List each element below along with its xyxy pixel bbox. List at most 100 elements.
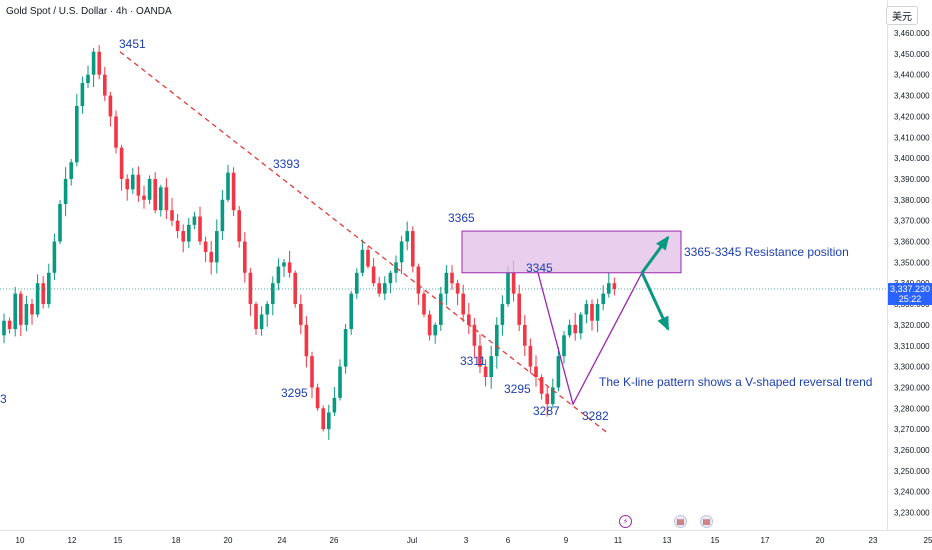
price-label: 3311 bbox=[460, 354, 486, 368]
candle-body bbox=[13, 293, 17, 330]
y-tick-label: 3,320.000 bbox=[894, 321, 930, 330]
candle-body bbox=[506, 272, 510, 305]
x-tick-label: 3 bbox=[464, 536, 469, 545]
candle-body bbox=[500, 304, 505, 325]
price-label: 3 bbox=[0, 392, 7, 406]
current-price-value: 3,337.230 bbox=[889, 284, 931, 294]
candle-body bbox=[203, 241, 208, 252]
candle-body bbox=[321, 408, 325, 430]
candle-body bbox=[147, 178, 152, 200]
candle-body bbox=[58, 203, 62, 242]
y-tick-label: 3,240.000 bbox=[894, 488, 930, 497]
candle-body bbox=[483, 366, 488, 378]
candle-body bbox=[209, 251, 213, 263]
candle-body bbox=[545, 393, 549, 405]
candle-body bbox=[108, 95, 113, 117]
candle-body bbox=[332, 397, 337, 413]
bearish-arrow-head bbox=[657, 315, 669, 331]
candle-body bbox=[573, 324, 577, 334]
candle-body bbox=[439, 293, 443, 325]
candle-body bbox=[265, 304, 269, 315]
candle-body bbox=[80, 83, 85, 106]
candle-body bbox=[343, 329, 348, 367]
candle-body bbox=[30, 304, 34, 315]
candle-body bbox=[366, 249, 370, 267]
candle-body bbox=[534, 366, 538, 378]
candle-body bbox=[243, 241, 247, 273]
candle-body bbox=[2, 320, 6, 336]
candle-body bbox=[601, 293, 605, 305]
candle-body bbox=[159, 187, 163, 211]
x-tick-label: 12 bbox=[68, 536, 77, 545]
candle-body bbox=[411, 231, 415, 267]
y-tick-label: 3,280.000 bbox=[894, 404, 930, 413]
candle-body bbox=[495, 324, 499, 357]
candle-body bbox=[444, 272, 449, 294]
candle-body bbox=[422, 293, 426, 315]
candle-body bbox=[595, 304, 600, 321]
bar-countdown: 25:22 bbox=[898, 294, 922, 304]
resistance-zone bbox=[461, 230, 682, 274]
candle-body bbox=[523, 324, 527, 346]
y-tick-label: 3,380.000 bbox=[894, 196, 930, 205]
y-tick-label: 3,310.000 bbox=[894, 342, 930, 351]
candle-body bbox=[399, 241, 404, 263]
price-label: 3287 bbox=[533, 404, 560, 418]
candle-body bbox=[136, 174, 141, 196]
v-pattern-line bbox=[537, 272, 643, 406]
candle-body bbox=[394, 262, 398, 273]
x-tick-label: 24 bbox=[278, 536, 287, 545]
y-tick-label: 3,440.000 bbox=[894, 71, 930, 80]
price-label: 3295 bbox=[281, 386, 308, 400]
candle-body bbox=[461, 293, 465, 315]
y-tick-label: 3,430.000 bbox=[894, 92, 930, 101]
us-flag-icon[interactable]: ▤ bbox=[674, 515, 687, 528]
candle-body bbox=[7, 320, 12, 330]
y-tick-label: 3,400.000 bbox=[894, 154, 930, 163]
resistance-label: 3365-3345 Resistance position bbox=[684, 245, 849, 259]
x-tick-label: 11 bbox=[614, 536, 623, 545]
candle-body bbox=[304, 324, 309, 357]
candle-body bbox=[416, 266, 421, 294]
price-label: 3345 bbox=[526, 261, 553, 275]
price-label: 3295 bbox=[504, 382, 531, 396]
candle-body bbox=[41, 283, 45, 305]
candle-body bbox=[282, 262, 286, 267]
candle-body bbox=[388, 272, 393, 284]
x-tick-label: 26 bbox=[330, 536, 339, 545]
candle-body bbox=[86, 74, 90, 84]
candle-body bbox=[567, 324, 572, 336]
candle-body bbox=[131, 174, 135, 190]
candle-body bbox=[198, 216, 202, 242]
y-tick-label: 3,350.000 bbox=[894, 258, 930, 267]
chart-title: Gold Spot / U.S. Dollar · 4h · OANDA bbox=[6, 6, 172, 17]
lightning-icon[interactable]: ⚡ bbox=[619, 515, 632, 528]
candle-body bbox=[181, 231, 185, 242]
candle-body bbox=[472, 324, 477, 346]
x-tick-label: 23 bbox=[869, 536, 878, 545]
candle-body bbox=[114, 116, 118, 148]
y-tick-label: 3,250.000 bbox=[894, 467, 930, 476]
candle-body bbox=[237, 210, 241, 242]
candle-body bbox=[450, 272, 454, 284]
currency-selector[interactable]: 美元 bbox=[886, 6, 918, 25]
x-tick-label: 17 bbox=[761, 536, 770, 545]
candle-body bbox=[293, 272, 297, 305]
y-tick-label: 3,290.000 bbox=[894, 383, 930, 392]
us-flag-icon[interactable]: ▤ bbox=[700, 515, 713, 528]
candle-body bbox=[153, 178, 157, 211]
x-tick-label: 13 bbox=[663, 536, 672, 545]
price-label: 3282 bbox=[582, 409, 609, 423]
candle-body bbox=[52, 241, 57, 273]
candle-body bbox=[192, 216, 197, 225]
y-tick-label: 3,390.000 bbox=[894, 175, 930, 184]
y-tick-label: 3,370.000 bbox=[894, 217, 930, 226]
candle-body bbox=[47, 272, 51, 305]
y-tick-label: 3,300.000 bbox=[894, 363, 930, 372]
candle-body bbox=[19, 293, 23, 325]
candle-body bbox=[287, 262, 292, 273]
x-tick-label: 10 bbox=[16, 536, 25, 545]
candle-body bbox=[607, 283, 611, 294]
